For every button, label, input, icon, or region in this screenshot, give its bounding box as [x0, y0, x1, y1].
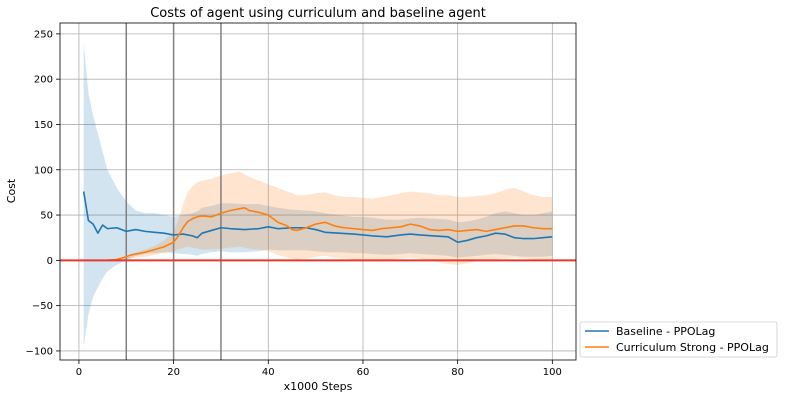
- plot-area: [59, 22, 577, 361]
- x-tick-label: 100: [543, 367, 562, 378]
- legend-label-baseline: Baseline - PPOLag: [616, 325, 715, 338]
- legend: Baseline - PPOLag Curriculum Strong - PP…: [579, 321, 778, 358]
- x-tick-label: 60: [357, 367, 370, 378]
- y-tick-label: 0: [47, 256, 53, 267]
- x-axis-label: x1000 Steps: [284, 380, 353, 393]
- y-tick-label: 50: [40, 211, 53, 222]
- legend-label-curriculum: Curriculum Strong - PPOLag: [616, 341, 769, 354]
- y-tick-label: 150: [34, 120, 53, 131]
- series-lines: [82, 191, 553, 262]
- y-axis-ticks: −100 −50 0 50 100 150 200 250: [26, 29, 60, 357]
- x-tick-label: 0: [76, 367, 82, 378]
- y-axis-label: Cost: [5, 178, 18, 203]
- y-tick-label: −50: [32, 301, 53, 312]
- legend-box: [579, 321, 778, 358]
- series-0-line: [82, 191, 553, 244]
- series-1-band: [107, 171, 553, 265]
- chart-title: Costs of agent using curriculum and base…: [150, 6, 486, 21]
- x-tick-label: 20: [167, 367, 180, 378]
- series-1-line: [107, 207, 553, 262]
- plot-background: [60, 23, 576, 360]
- y-tick-label: −100: [26, 346, 53, 357]
- y-tick-label: 200: [34, 75, 53, 86]
- y-tick-label: 250: [34, 29, 53, 40]
- plot-frame: [59, 22, 577, 361]
- confidence-bands: [83, 42, 553, 347]
- curriculum-stage-lines: [125, 23, 222, 360]
- x-axis-ticks: 0 20 40 60 80 100: [76, 360, 562, 378]
- x-tick-label: 80: [451, 367, 464, 378]
- x-tick-label: 40: [262, 367, 275, 378]
- y-tick-label: 100: [34, 165, 53, 176]
